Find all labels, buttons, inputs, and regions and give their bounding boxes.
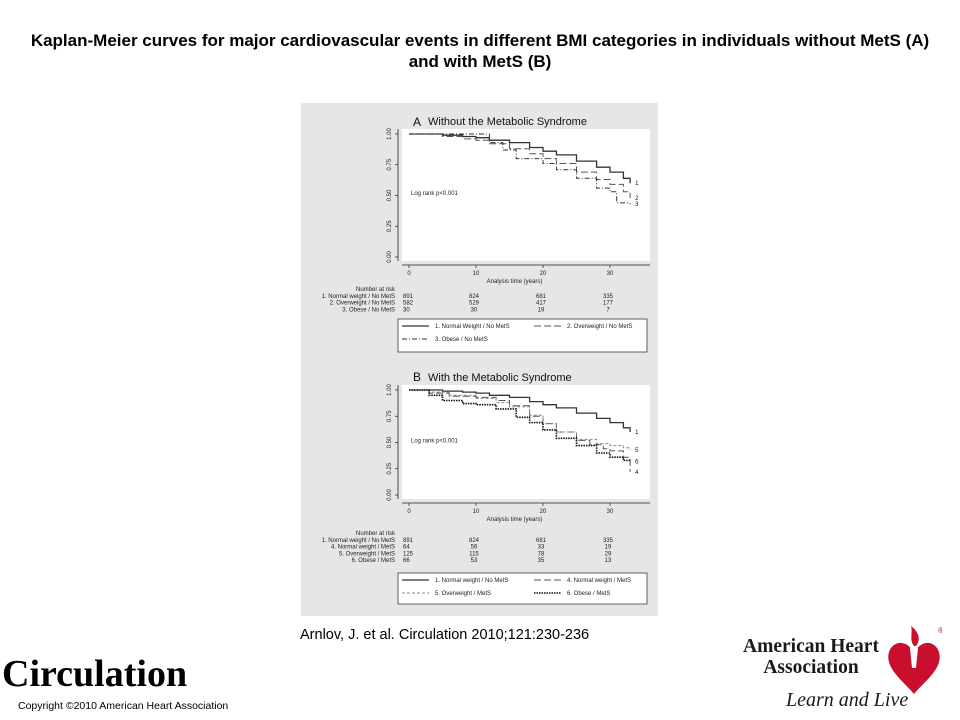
risk-cell: 824 bbox=[469, 294, 480, 300]
panel-letter-B: B bbox=[413, 370, 421, 384]
x-tick-label: 30 bbox=[607, 509, 614, 515]
logrank-annotation-A: Log rank p<0.001 bbox=[411, 191, 459, 197]
risk-cell: 56 bbox=[471, 545, 478, 551]
risk-row-label: 3. Obese / No MetS bbox=[342, 307, 395, 313]
y-tick-label: 0.50 bbox=[387, 436, 393, 448]
panel-letter-A: A bbox=[413, 115, 421, 129]
y-tick-label: 0.75 bbox=[387, 158, 393, 170]
risk-cell: 335 bbox=[603, 538, 614, 544]
risk-row-label: 6. Obese / MetS bbox=[352, 558, 395, 564]
series-line-2 bbox=[409, 133, 631, 198]
panel-title-A: Without the Metabolic Syndrome bbox=[428, 116, 587, 128]
risk-cell: 64 bbox=[403, 545, 410, 551]
risk-cell: 19 bbox=[538, 307, 545, 313]
citation: Arnlov, J. et al. Circulation 2010;121:2… bbox=[300, 627, 590, 643]
risk-cell: 891 bbox=[403, 538, 414, 544]
x-tick-label: 20 bbox=[540, 271, 547, 277]
risk-cell: 529 bbox=[469, 301, 480, 307]
series-end-label: 1 bbox=[635, 181, 639, 187]
y-tick-label: 0.75 bbox=[387, 410, 393, 422]
risk-cell: 30 bbox=[403, 307, 410, 313]
series-end-label: 1 bbox=[635, 430, 639, 436]
series-end-label: 2 bbox=[635, 196, 639, 202]
risk-cell: 335 bbox=[603, 294, 614, 300]
slide-title: Kaplan-Meier curves for major cardiovasc… bbox=[30, 31, 930, 71]
legend-entry: 6. Obese / MetS bbox=[567, 591, 610, 597]
legend-entry: 3. Obese / No MetS bbox=[435, 337, 488, 343]
legend-entry: 1. Normal weight / No MetS bbox=[435, 578, 508, 584]
risk-cell: 115 bbox=[469, 551, 479, 557]
risk-cell: 681 bbox=[536, 294, 547, 300]
risk-cell: 417 bbox=[536, 301, 547, 307]
series-line-5 bbox=[409, 389, 631, 450]
number-at-risk-heading: Number at risk bbox=[356, 287, 396, 293]
risk-cell: 29 bbox=[605, 551, 612, 557]
x-tick-label: 30 bbox=[607, 271, 614, 277]
risk-cell: 35 bbox=[538, 558, 545, 564]
series-end-label: 6 bbox=[635, 459, 639, 465]
risk-cell: 13 bbox=[605, 558, 612, 564]
legend-box-B bbox=[397, 572, 648, 605]
plot-area-A bbox=[402, 129, 650, 261]
heart-torch-icon: ® bbox=[888, 626, 942, 694]
km-figure: A Without the Metabolic Syndrome 0.00 0.25 0… bbox=[301, 103, 658, 616]
aha-tagline: Learn and Live bbox=[786, 689, 909, 711]
x-tick-label: 0 bbox=[407, 509, 411, 515]
risk-cell: 53 bbox=[471, 558, 478, 564]
risk-cell: 66 bbox=[403, 558, 410, 564]
x-tick-label: 10 bbox=[473, 271, 480, 277]
x-axis-label-B: Analysis time (years) bbox=[487, 517, 543, 523]
risk-cell: 30 bbox=[471, 307, 478, 313]
svg-text:®: ® bbox=[938, 626, 942, 635]
y-tick-label: 0.00 bbox=[387, 489, 393, 501]
y-tick-label: 0.50 bbox=[387, 189, 393, 201]
risk-cell: 78 bbox=[538, 551, 545, 557]
risk-cell: 125 bbox=[403, 551, 414, 557]
y-tick-label: 1.00 bbox=[387, 128, 393, 140]
legend-entry: 2. Overweight / No MetS bbox=[567, 324, 632, 330]
logrank-annotation-B: Log rank p<0.001 bbox=[411, 438, 459, 444]
risk-cell: 177 bbox=[603, 301, 614, 307]
legend-entry: 1. Normal Weight / No MetS bbox=[435, 324, 510, 330]
risk-cell: 19 bbox=[605, 545, 612, 551]
series-end-label: 3 bbox=[635, 202, 639, 208]
series-line-1 bbox=[409, 133, 631, 184]
risk-row-label: 4. Normal weight / MetS bbox=[331, 545, 395, 551]
x-axis-label-A: Analysis time (years) bbox=[487, 279, 543, 285]
risk-row-label: 5. Overweight / MetS bbox=[339, 551, 395, 557]
km-figure-svg: A Without the Metabolic Syndrome 0.00 0.25 0… bbox=[322, 115, 650, 605]
legend-entry: 4. Normal weight / MetS bbox=[567, 578, 631, 584]
risk-row-label: 2. Overweight / No MetS bbox=[330, 301, 395, 307]
series-line-6 bbox=[409, 389, 631, 462]
y-tick-label: 0.25 bbox=[387, 462, 393, 474]
series-end-label: 4 bbox=[635, 470, 639, 476]
risk-row-label: 1. Normal weight / No MetS bbox=[322, 294, 395, 300]
panel-title-B: With the Metabolic Syndrome bbox=[428, 372, 572, 384]
risk-cell: 824 bbox=[469, 538, 480, 544]
series-line-4 bbox=[409, 389, 631, 472]
y-tick-label: 0.25 bbox=[387, 220, 393, 232]
risk-cell: 891 bbox=[403, 294, 414, 300]
risk-cell: 681 bbox=[536, 538, 547, 544]
plot-area-B bbox=[402, 385, 650, 499]
y-tick-label: 0.00 bbox=[387, 251, 393, 263]
series-line-3 bbox=[409, 133, 631, 205]
series-line-1 bbox=[409, 389, 631, 432]
x-tick-label: 10 bbox=[473, 509, 480, 515]
risk-cell: 33 bbox=[538, 545, 545, 551]
risk-cell: 7 bbox=[606, 307, 610, 313]
copyright-notice: Copyright ©2010 American Heart Associati… bbox=[18, 700, 229, 712]
journal-name: Circulation bbox=[2, 653, 188, 695]
risk-cell: 582 bbox=[403, 301, 414, 307]
legend-box-A bbox=[397, 318, 648, 353]
risk-row-label: 1. Normal weight / No MetS bbox=[322, 538, 395, 544]
x-tick-label: 0 bbox=[407, 271, 411, 277]
series-end-label: 5 bbox=[635, 448, 639, 454]
aha-name: American Heart Association bbox=[743, 636, 879, 678]
y-tick-label: 1.00 bbox=[387, 384, 393, 396]
x-tick-label: 20 bbox=[540, 509, 547, 515]
number-at-risk-heading: Number at risk bbox=[356, 531, 396, 537]
legend-entry: 5. Overweight / MetS bbox=[435, 591, 491, 597]
